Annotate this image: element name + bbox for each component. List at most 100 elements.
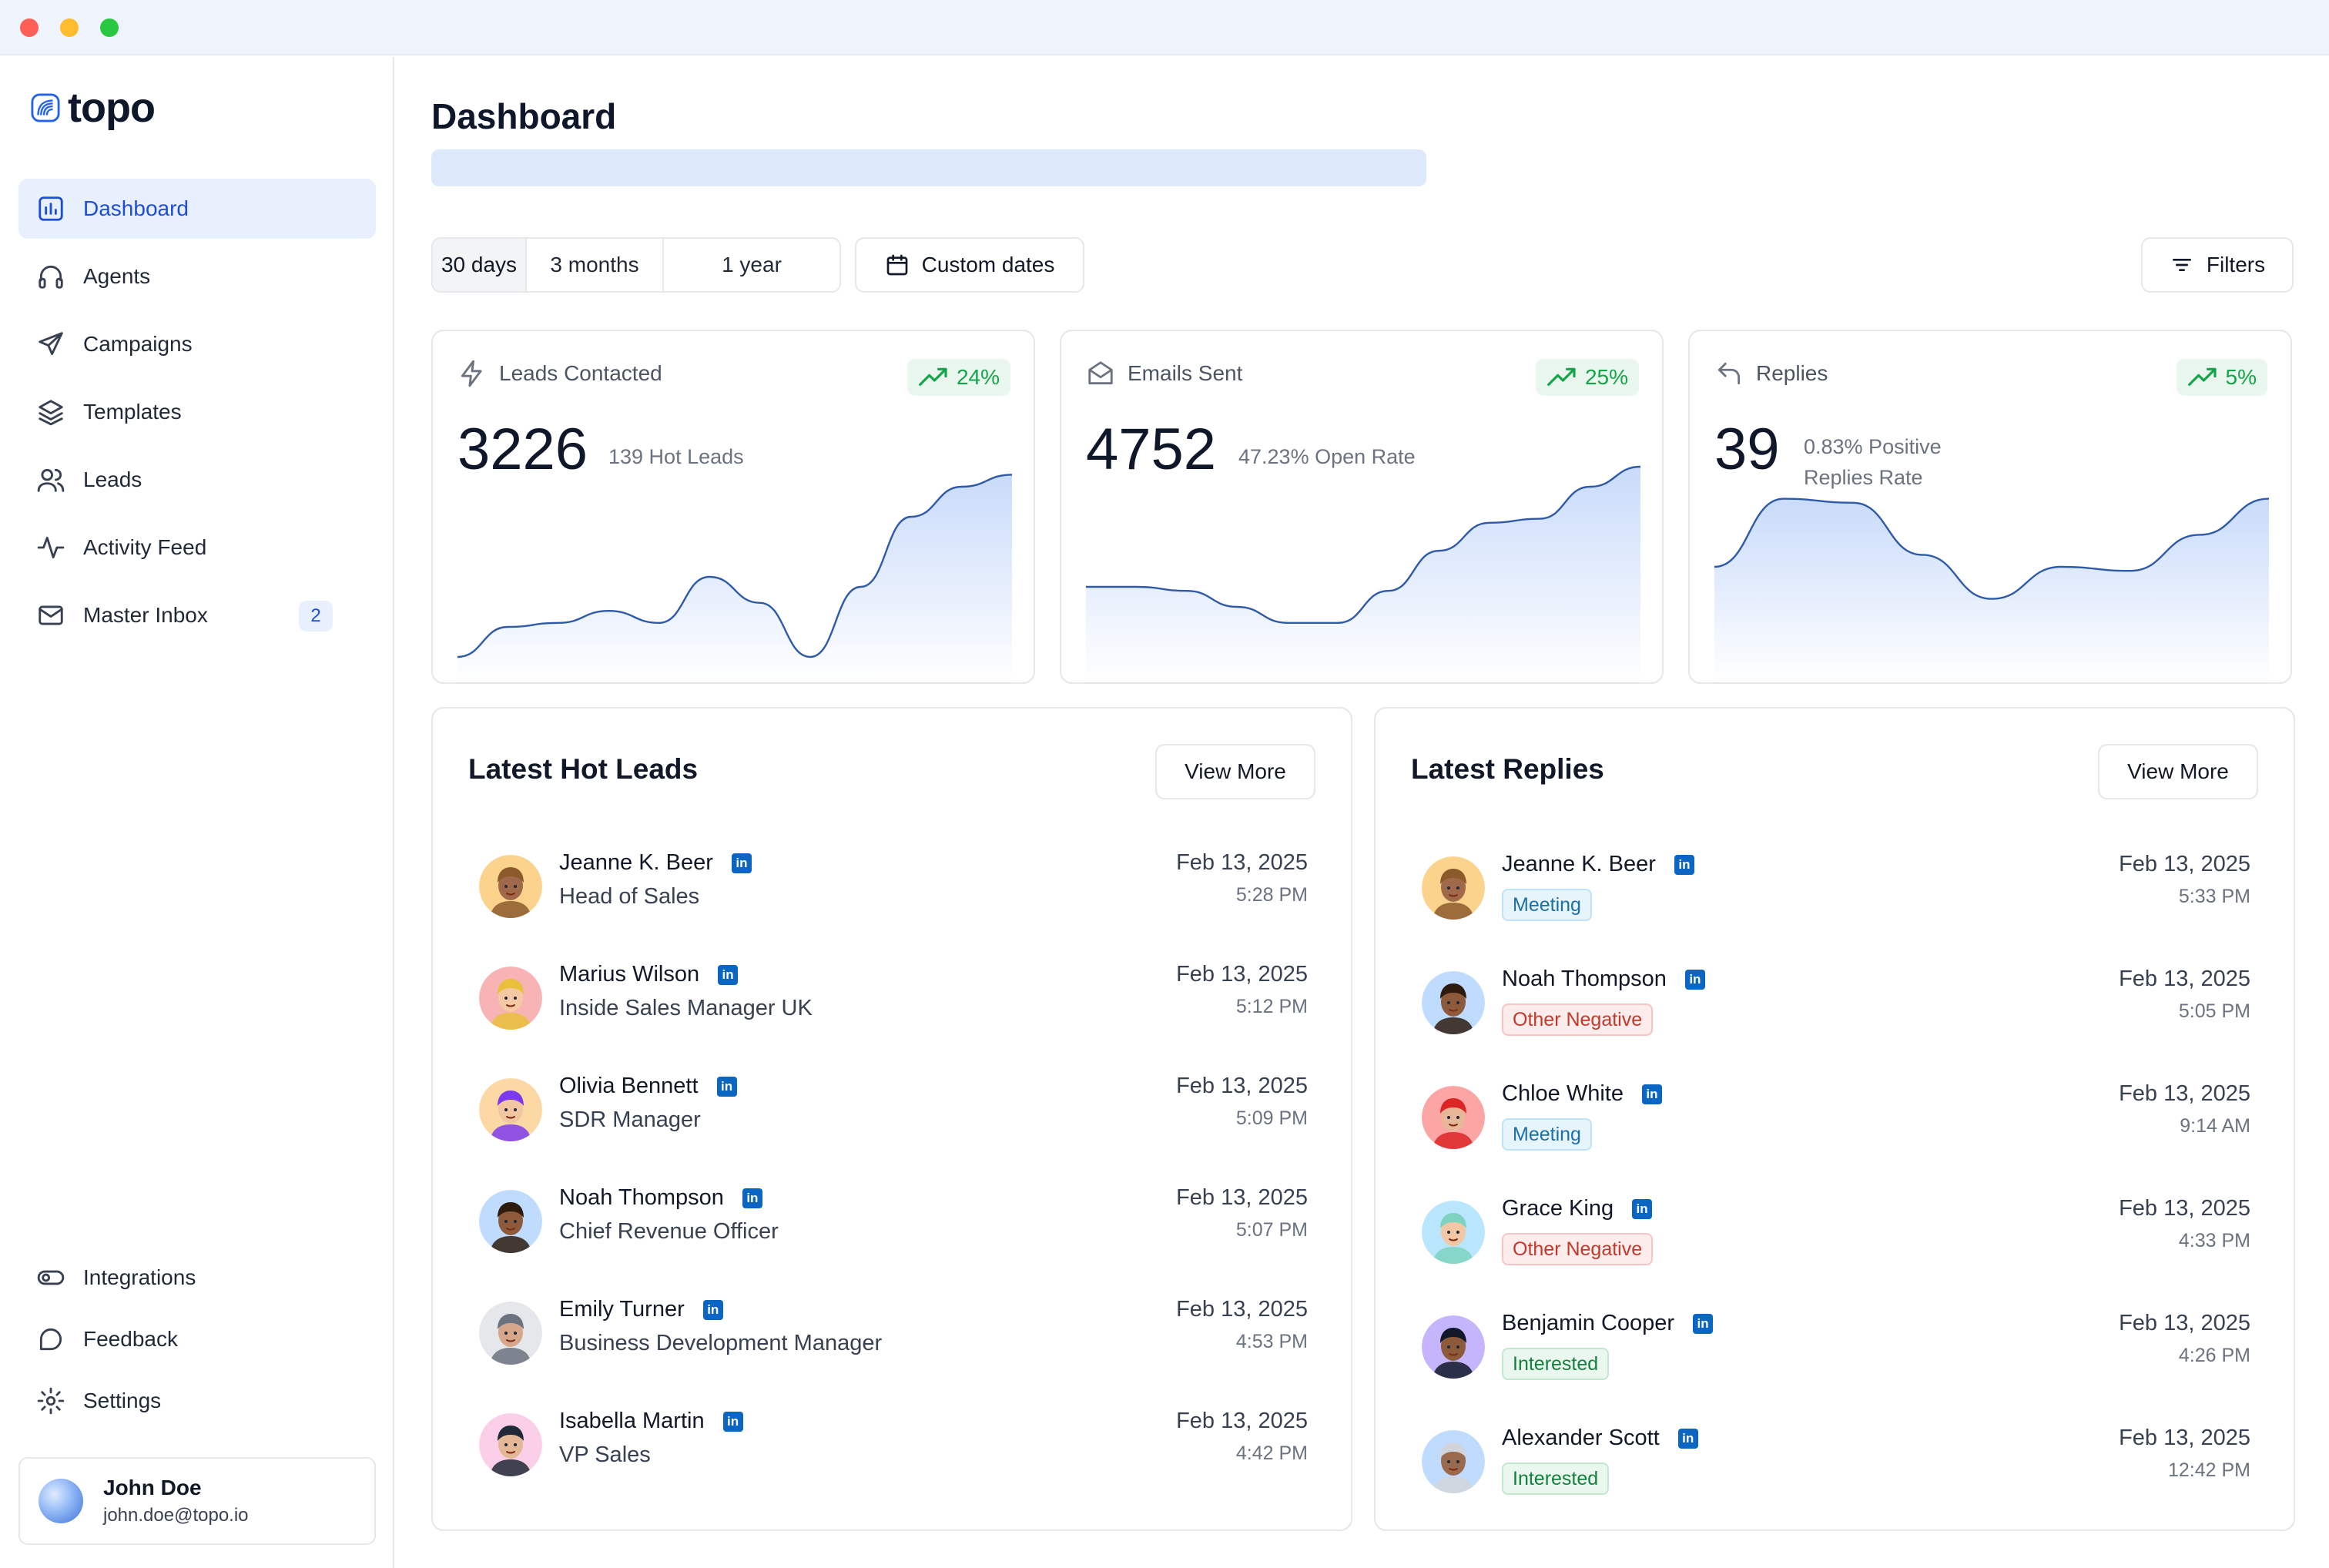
linkedin-icon[interactable]: in [702,1299,723,1320]
contact-role: Inside Sales Manager UK [559,996,813,1020]
range-30-days-button[interactable]: 30 days [433,239,527,291]
latest-replies-panel: Latest Replies View More Jeanne K. Beer i… [1374,707,2295,1531]
sidebar-item-label: Campaigns [83,332,193,356]
linkedin-icon[interactable]: in [1674,854,1694,875]
trend-value: 25% [1584,365,1628,389]
linkedin-icon[interactable]: in [1684,969,1705,990]
stat-card-replies: Replies 5% 39 0.83% Positive Replies Rat… [1688,330,2292,684]
contact-name[interactable]: Chloe White [1502,1081,1624,1106]
page-title: Dashboard [431,96,617,136]
contact-role: Business Development Manager [559,1331,883,1355]
sparkline-area [1714,498,2269,682]
sidebar-item-leads[interactable]: Leads [18,450,376,510]
contact-name[interactable]: Marius Wilson [559,962,700,987]
linkedin-icon[interactable]: in [716,1076,737,1097]
linkedin-icon[interactable]: in [742,1188,762,1208]
item-date: Feb 13, 2025 [2119,1311,2250,1335]
avatar [479,855,542,918]
list-item[interactable]: Noah Thompson in Other Negative Feb 13, 202… [1422,960,2250,1045]
sidebar-item-dashboard[interactable]: Dashboard [18,179,376,239]
contact-name[interactable]: Benjamin Cooper [1502,1311,1675,1335]
sidebar-item-activity-feed[interactable]: Activity Feed [18,518,376,578]
sidebar-item-integrations[interactable]: Integrations [18,1248,376,1308]
linkedin-icon[interactable]: in [718,964,739,985]
linkedin-icon[interactable]: in [1693,1313,1714,1334]
avatar [39,1479,83,1523]
sidebar-item-templates[interactable]: Templates [18,382,376,442]
list-item[interactable]: Noah Thompson in Chief Revenue Officer Feb … [479,1179,1308,1264]
contact-name[interactable]: Olivia Bennett [559,1074,699,1098]
hot-leads-view-more-button[interactable]: View More [1155,744,1315,799]
list-item[interactable]: Chloe White in Meeting Feb 13, 2025 9:14 AM [1422,1075,2250,1160]
avatar [1422,1315,1485,1379]
linkedin-icon[interactable]: in [1632,1198,1653,1219]
stat-header: Leads Contacted [457,359,662,388]
trend-badge: 25% [1535,359,1639,396]
avatar [1422,1201,1485,1264]
list-item[interactable]: Jeanne K. Beer in Head of Sales Feb 13, 202… [479,844,1308,929]
sidebar-item-agents[interactable]: Agents [18,246,376,307]
sidebar-item-label: Activity Feed [83,535,207,559]
sidebar-item-feedback[interactable]: Feedback [18,1309,376,1369]
contact-name[interactable]: Alexander Scott [1502,1426,1660,1450]
sidebar-item-label: Feedback [83,1327,178,1351]
maximize-window-button[interactable] [100,18,119,37]
linkedin-icon[interactable]: in [731,853,752,873]
range-1-year-button[interactable]: 1 year [664,239,839,291]
app-logo[interactable]: topo [31,83,156,132]
stat-header: Emails Sent [1086,359,1242,388]
list-item[interactable]: Grace King in Other Negative Feb 13, 2025 4:… [1422,1190,2250,1275]
avatar [1422,1430,1485,1493]
layers-icon [35,397,66,427]
topo-logo-icon [31,93,60,122]
sidebar-item-label: Leads [83,467,142,491]
reply-category-badge: Interested [1502,1462,1610,1495]
contact-name[interactable]: Noah Thompson [559,1185,724,1210]
contact-name-line: Jeanne K. Beer in [559,850,752,876]
contact-name-line: Marius Wilson in [559,962,739,987]
item-date: Feb 13, 2025 [1176,850,1308,875]
linkedin-icon[interactable]: in [1677,1428,1698,1449]
avatar [1422,856,1485,920]
filters-button[interactable]: Filters [2141,237,2294,293]
item-time: 4:42 PM [1235,1442,1308,1464]
minimize-window-button[interactable] [60,18,79,37]
trending-up-icon [919,367,947,386]
contact-name[interactable]: Grace King [1502,1196,1614,1221]
list-item[interactable]: Marius Wilson in Inside Sales Manager UK Fe… [479,956,1308,1040]
contact-role: VP Sales [559,1442,651,1467]
range-3-months-button[interactable]: 3 months [527,239,664,291]
list-item[interactable]: Olivia Bennett in SDR Manager Feb 13, 2025 5… [479,1067,1308,1152]
user-profile-card[interactable]: John Doe john.doe@topo.io [18,1457,376,1545]
contact-name[interactable]: Isabella Martin [559,1409,705,1433]
contact-name[interactable]: Emily Turner [559,1297,685,1322]
item-time: 4:33 PM [2178,1230,2250,1251]
contact-name[interactable]: Noah Thompson [1502,967,1667,991]
linkedin-icon[interactable]: in [1641,1084,1662,1104]
linkedin-icon[interactable]: in [722,1411,743,1432]
gear-icon [35,1385,66,1416]
close-window-button[interactable] [20,18,39,37]
trend-badge: 5% [2176,359,2267,396]
list-item[interactable]: Emily Turner in Business Development Manag… [479,1291,1308,1375]
contact-name[interactable]: Jeanne K. Beer [559,850,713,875]
latest-hot-leads-panel: Latest Hot Leads View More Jeanne K. Bee… [431,707,1352,1531]
item-time: 5:12 PM [1235,996,1308,1017]
replies-view-more-button[interactable]: View More [2098,744,2258,799]
sidebar-item-campaigns[interactable]: Campaigns [18,314,376,374]
panel-title: Latest Replies [1411,753,1604,785]
sidebar-item-settings[interactable]: Settings [18,1371,376,1431]
custom-dates-button[interactable]: Custom dates [855,237,1084,293]
list-item[interactable]: Alexander Scott in Interested Feb 13, 2025 1… [1422,1419,2250,1504]
trend-value: 5% [2225,365,2257,389]
sidebar-item-label: Templates [83,400,182,424]
stat-value: 4752 [1086,417,1217,482]
contact-name[interactable]: Jeanne K. Beer [1502,852,1656,876]
panel-title: Latest Hot Leads [468,753,699,785]
date-range-selector: 30 days 3 months 1 year [431,237,841,293]
sidebar-item-master-inbox[interactable]: Master Inbox 2 [18,585,376,645]
list-item[interactable]: Isabella Martin in VP Sales Feb 13, 2025 4:4… [479,1402,1308,1487]
list-item[interactable]: Jeanne K. Beer in Meeting Feb 13, 2025 5:33 … [1422,846,2250,930]
list-item[interactable]: Benjamin Cooper in Interested Feb 13, 2025 4… [1422,1305,2250,1389]
item-time: 5:07 PM [1235,1219,1308,1241]
